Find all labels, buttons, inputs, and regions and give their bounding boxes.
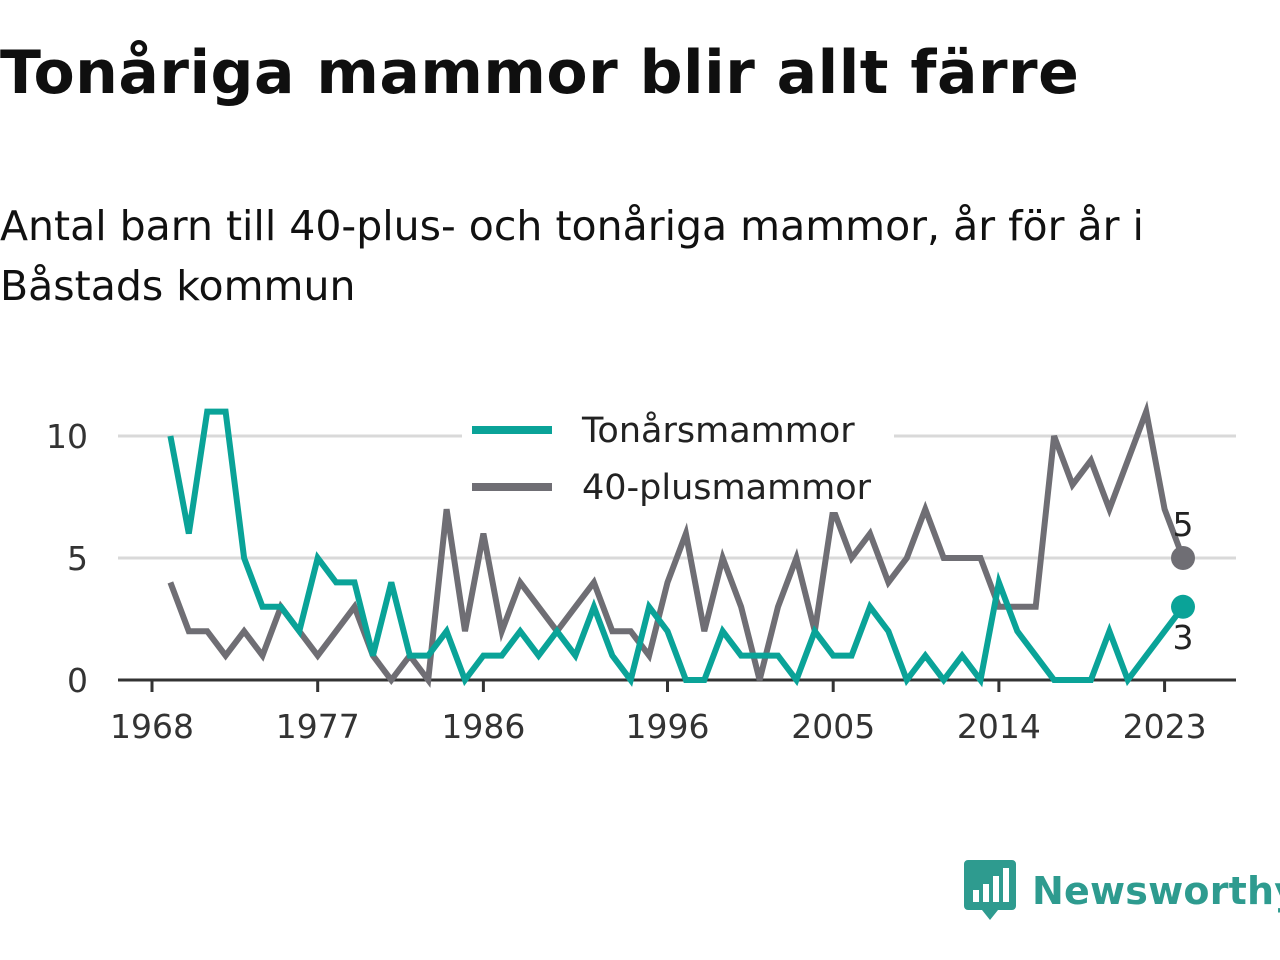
- x-tick-label: 1996: [626, 707, 710, 746]
- legend-label-forty-plus: 40-plusmammor: [582, 468, 872, 508]
- series-line-teen: [167, 408, 1186, 688]
- x-axis: 1968 1977 1986 1996 2005 2014 2023: [110, 678, 1236, 746]
- end-value-label: 3: [1173, 618, 1194, 657]
- x-tick-label: 2014: [957, 707, 1041, 746]
- end-point-forty-plus: [1171, 546, 1195, 570]
- chart-subtitle: Antal barn till 40-plus- och tonåriga ma…: [0, 202, 1144, 310]
- x-tick-label: 1968: [110, 707, 194, 746]
- series-line-forty-plus: [167, 400, 1186, 688]
- y-tick-label: 5: [67, 539, 88, 578]
- x-tick-label: 1977: [276, 707, 360, 746]
- y-tick-label: 10: [46, 417, 88, 456]
- chart-title: Tonåriga mammor blir allt färre: [0, 38, 1080, 108]
- newsworthy-logo-icon: [964, 860, 1016, 920]
- legend-background: [462, 408, 894, 512]
- newsworthy-logo: Newsworthy: [964, 860, 1280, 922]
- end-point-teen: [1171, 594, 1195, 619]
- y-tick-label: 0: [67, 661, 88, 700]
- y-axis: 0 5 10: [46, 417, 88, 700]
- brand-name: Newsworthy: [1032, 869, 1280, 913]
- legend: Tonårsmammor 40-plusmammor: [462, 408, 894, 512]
- series-lines: 35: [167, 400, 1195, 688]
- end-value-label: 5: [1173, 505, 1194, 544]
- x-tick-label: 2005: [791, 707, 875, 746]
- x-tick-label: 1986: [441, 707, 525, 746]
- legend-label-teen: Tonårsmammor: [581, 410, 855, 451]
- x-tick-label: 2023: [1123, 707, 1207, 746]
